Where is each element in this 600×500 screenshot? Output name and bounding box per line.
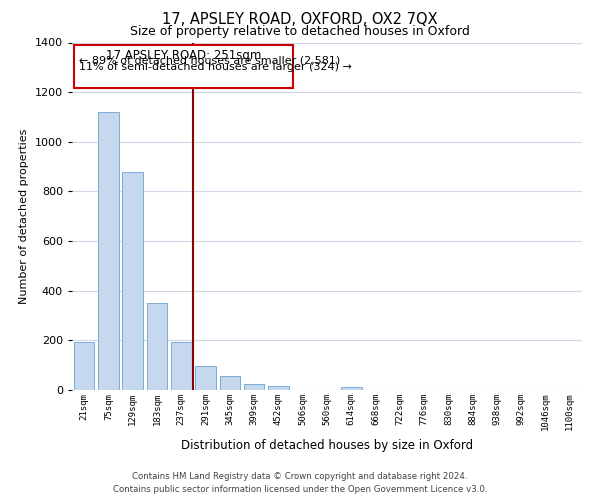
Bar (74, 342, 94, 390)
Text: 17, APSLEY ROAD, OXFORD, OX2 7QX: 17, APSLEY ROAD, OXFORD, OX2 7QX (162, 12, 438, 28)
Bar (220, 376, 240, 390)
Bar (268, 386, 289, 390)
X-axis label: Distribution of detached houses by size in Oxford: Distribution of detached houses by size … (181, 438, 473, 452)
Bar (341, 387, 362, 390)
Bar (122, 172, 143, 390)
Bar (171, 342, 191, 390)
Y-axis label: Number of detached properties: Number of detached properties (19, 128, 29, 304)
Text: Size of property relative to detached houses in Oxford: Size of property relative to detached ho… (130, 25, 470, 38)
Bar (195, 366, 216, 390)
Bar (244, 384, 265, 390)
Text: Contains HM Land Registry data © Crown copyright and database right 2024.
Contai: Contains HM Land Registry data © Crown c… (113, 472, 487, 494)
Bar (146, 302, 167, 390)
Bar (98, 112, 119, 390)
Text: 11% of semi-detached houses are larger (324) →: 11% of semi-detached houses are larger (… (79, 62, 352, 72)
FancyBboxPatch shape (74, 45, 293, 88)
Text: ← 89% of detached houses are smaller (2,581): ← 89% of detached houses are smaller (2,… (79, 56, 341, 66)
Text: 17 APSLEY ROAD: 251sqm: 17 APSLEY ROAD: 251sqm (106, 48, 262, 62)
